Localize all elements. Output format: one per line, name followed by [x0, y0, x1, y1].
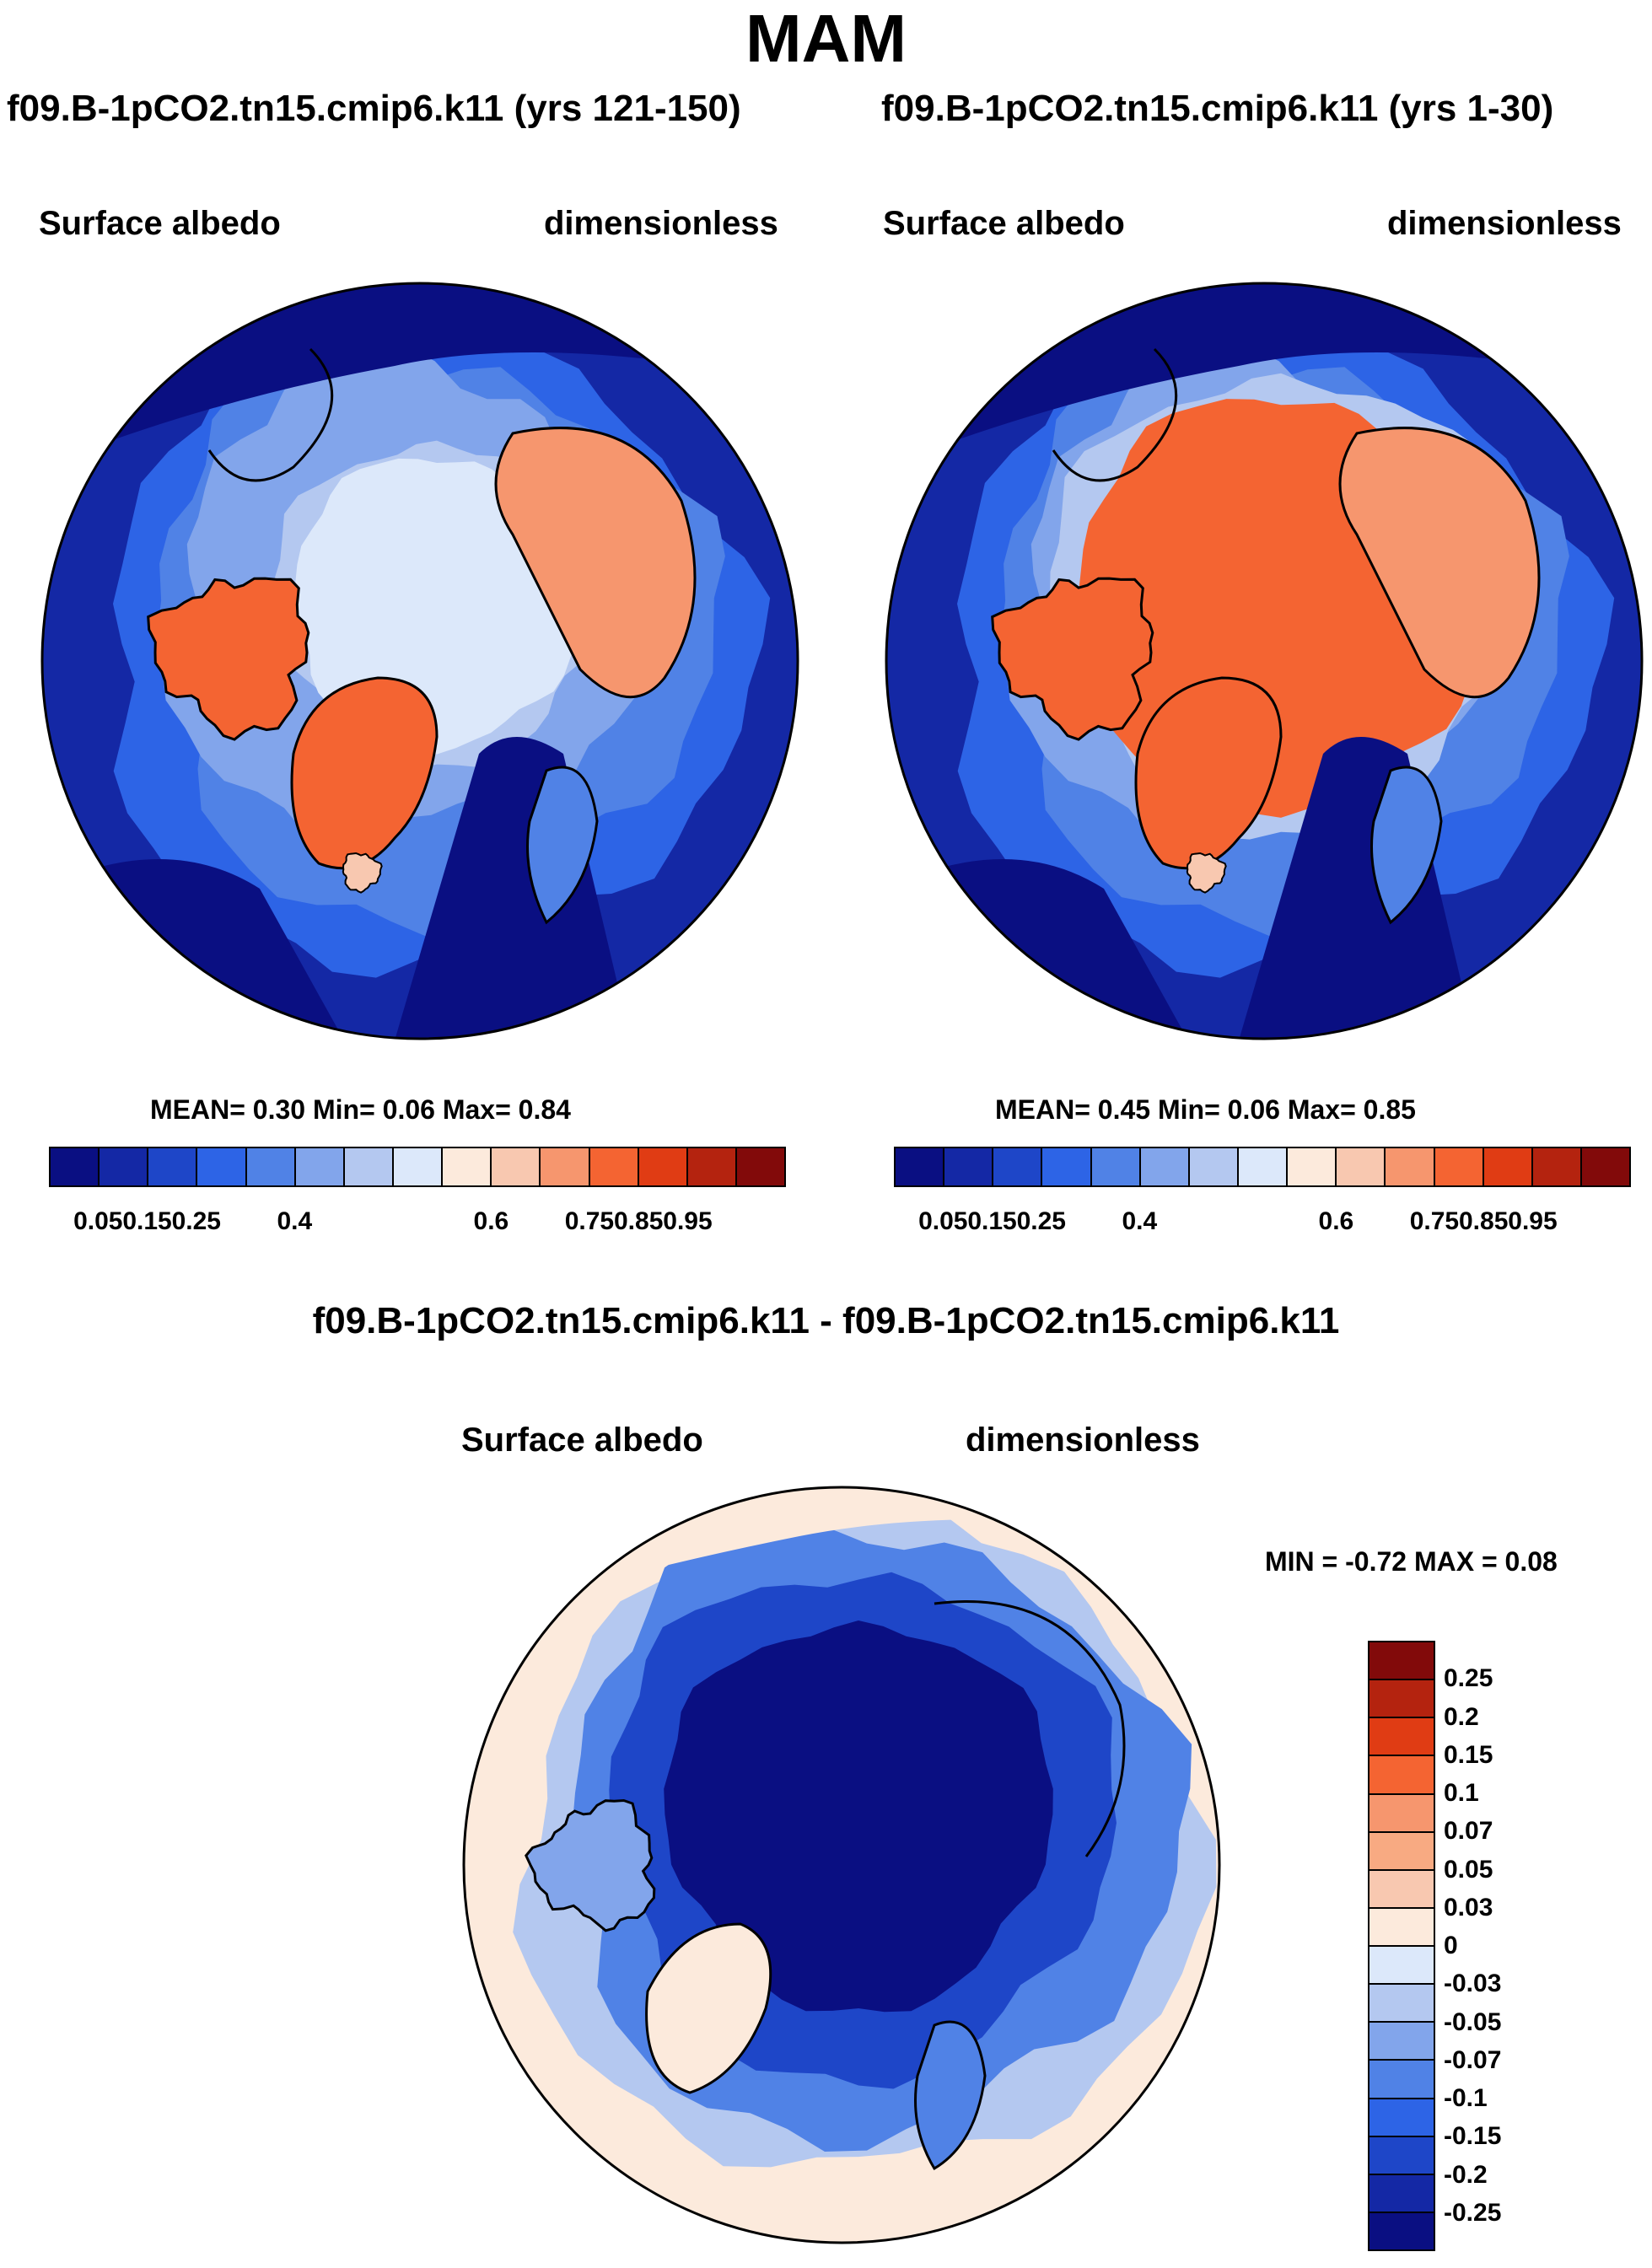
- colorbar-swatch: [1369, 1642, 1434, 1681]
- colorbar-swatch: [993, 1148, 1043, 1185]
- colorbar-swatch: [736, 1148, 785, 1185]
- colorbar-swatch: [295, 1148, 345, 1185]
- colorbar-tick-label: 0.25: [1444, 1664, 1493, 1693]
- colorbar-tick-label: 0.95: [1508, 1207, 1558, 1235]
- colorbar-tick-label: 0.1: [1444, 1779, 1479, 1807]
- colorbar-tick-label: 0.15: [122, 1207, 172, 1235]
- panel1-units: dimensionless: [544, 205, 778, 242]
- colorbar-swatch: [1369, 2023, 1434, 2061]
- colorbar-swatch: [100, 1148, 149, 1185]
- panel2-variable: Surface albedo: [883, 205, 1125, 242]
- diff-minmax: MIN = -0.72 MAX = 0.08: [1265, 1546, 1558, 1577]
- colorbar-swatch: [1091, 1148, 1141, 1185]
- colorbar-tick-label: 0.05: [73, 1207, 123, 1235]
- colorbar-tick-label: 0.2: [1444, 1702, 1479, 1731]
- panel1-stats: MEAN= 0.30 Min= 0.06 Max= 0.84: [150, 1094, 571, 1125]
- diff-colorbar: [1368, 1641, 1435, 2251]
- panel1-polar-map: [40, 282, 799, 1040]
- colorbar-swatch: [1532, 1148, 1582, 1185]
- colorbar-swatch: [1483, 1148, 1533, 1185]
- colorbar-swatch: [589, 1148, 639, 1185]
- colorbar-tick-label: 0.95: [663, 1207, 713, 1235]
- colorbar-tick-label: 0.4: [277, 1207, 313, 1235]
- colorbar-swatch: [1042, 1148, 1092, 1185]
- colorbar-swatch: [1369, 1756, 1434, 1795]
- colorbar-swatch: [197, 1148, 247, 1185]
- colorbar-tick-label: 0: [1444, 1932, 1458, 1959]
- panel1-title: f09.B-1pCO2.tn15.cmip6.k11 (yrs 121-150): [7, 88, 741, 129]
- diff-title: f09.B-1pCO2.tn15.cmip6.k11 - f09.B-1pCO2…: [312, 1300, 1340, 1341]
- colorbar-swatch: [51, 1148, 100, 1185]
- colorbar-tick-label: 0.25: [171, 1207, 221, 1235]
- colorbar-tick-label: 0.05: [1444, 1855, 1493, 1884]
- colorbar-tick-label: 0.15: [967, 1207, 1017, 1235]
- colorbar-swatch: [1140, 1148, 1190, 1185]
- colorbar-swatch: [1369, 2061, 1434, 2099]
- colorbar-tick-label: 0.07: [1444, 1817, 1493, 1846]
- colorbar-tick-label: -0.15: [1444, 2122, 1502, 2151]
- panel2-stats: MEAN= 0.45 Min= 0.06 Max= 0.85: [995, 1094, 1416, 1125]
- colorbar-swatch: [1369, 1908, 1434, 1947]
- colorbar-tick-label: 0.05: [918, 1207, 968, 1235]
- colorbar-tick-label: 0.75: [1409, 1207, 1460, 1235]
- colorbar-swatch: [1288, 1148, 1337, 1185]
- colorbar-swatch: [1369, 1870, 1434, 1909]
- colorbar-swatch: [1434, 1148, 1484, 1185]
- colorbar-tick-label: 0.15: [1444, 1740, 1493, 1769]
- colorbar-swatch: [443, 1148, 492, 1185]
- colorbar-tick-label: -0.05: [1444, 2007, 1502, 2036]
- diff-variable: Surface albedo: [461, 1422, 703, 1459]
- colorbar-swatch: [1386, 1148, 1435, 1185]
- colorbar-tick-label: 0.03: [1444, 1893, 1493, 1921]
- colorbar-tick-label: 0.6: [1318, 1207, 1354, 1235]
- colorbar-tick-label: -0.25: [1444, 2198, 1502, 2227]
- colorbar-swatch: [1369, 2136, 1434, 2175]
- colorbar-swatch: [1369, 2174, 1434, 2213]
- colorbar-swatch: [1238, 1148, 1289, 1185]
- colorbar-swatch: [638, 1148, 688, 1185]
- colorbar-swatch: [1369, 1718, 1434, 1757]
- colorbar-tick-label: -0.03: [1444, 1970, 1502, 1998]
- panel2-colorbar: [894, 1147, 1631, 1187]
- colorbar-swatch: [1581, 1148, 1630, 1185]
- colorbar-swatch: [1369, 1680, 1434, 1719]
- colorbar-swatch: [541, 1148, 590, 1185]
- panel1-colorbar: [49, 1147, 786, 1187]
- colorbar-swatch: [246, 1148, 296, 1185]
- colorbar-swatch: [148, 1148, 198, 1185]
- panel2-units: dimensionless: [1387, 205, 1622, 242]
- colorbar-tick-label: -0.2: [1444, 2160, 1488, 2189]
- colorbar-swatch: [896, 1148, 945, 1185]
- colorbar-swatch: [687, 1148, 737, 1185]
- colorbar-swatch: [1369, 1794, 1434, 1833]
- panel1-variable: Surface albedo: [39, 205, 281, 242]
- colorbar-swatch: [1337, 1148, 1386, 1185]
- colorbar-tick-label: 0.75: [564, 1207, 615, 1235]
- colorbar-swatch: [944, 1148, 994, 1185]
- colorbar-tick-label: -0.07: [1444, 2045, 1502, 2074]
- colorbar-tick-label: 0.85: [1458, 1207, 1509, 1235]
- page-title: MAM: [745, 1, 907, 76]
- colorbar-tick-label: 0.85: [613, 1207, 664, 1235]
- colorbar-swatch: [1369, 2212, 1434, 2249]
- colorbar-swatch: [492, 1148, 541, 1185]
- panel2-title: f09.B-1pCO2.tn15.cmip6.k11 (yrs 1-30): [881, 88, 1554, 129]
- colorbar-swatch: [1369, 2099, 1434, 2137]
- panel2-polar-map: [885, 282, 1644, 1040]
- colorbar-swatch: [1369, 1947, 1434, 1986]
- colorbar-swatch: [1369, 1985, 1434, 2023]
- colorbar-swatch: [1369, 1832, 1434, 1871]
- colorbar-tick-label: 0.4: [1122, 1207, 1158, 1235]
- colorbar-swatch: [393, 1148, 444, 1185]
- diff-polar-map: [462, 1486, 1221, 2244]
- colorbar-tick-label: 0.6: [473, 1207, 509, 1235]
- colorbar-tick-label: 0.25: [1016, 1207, 1066, 1235]
- colorbar-tick-label: -0.1: [1444, 2084, 1488, 2112]
- colorbar-swatch: [344, 1148, 394, 1185]
- colorbar-swatch: [1189, 1148, 1239, 1185]
- diff-units: dimensionless: [966, 1422, 1200, 1459]
